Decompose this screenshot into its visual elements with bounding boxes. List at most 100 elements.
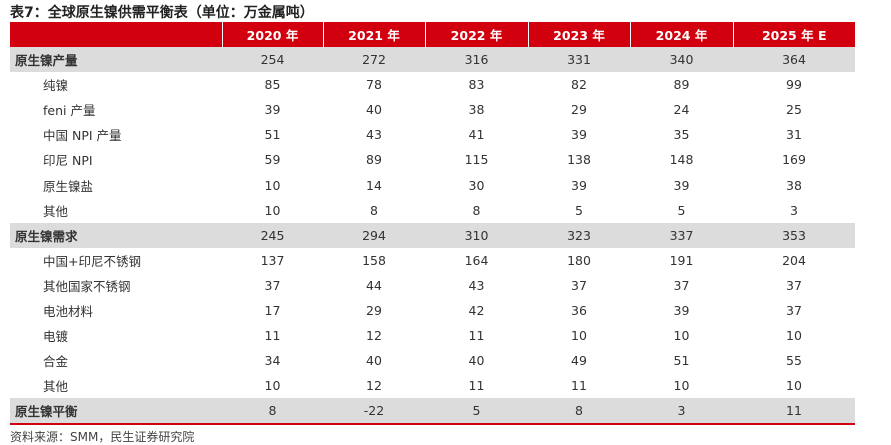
item-row: 纯镍 85 78 83 82 89 99 [10,72,855,97]
row-label: feni 产量 [43,103,96,119]
value-cell: 36 [571,302,587,318]
value-cell: 3 [790,202,798,218]
value-cell: 85 [264,77,281,93]
column-header: 2022 年 [424,22,528,47]
value-cell: 10 [264,177,281,193]
value-cell: 364 [733,47,855,73]
value-cell: 10 [264,378,281,394]
value-cell: 30 [468,177,485,193]
value-cell: 40 [366,102,382,118]
value-cell: 180 [567,252,591,268]
value-cell: 12 [366,328,382,344]
value-cell: 331 [528,47,630,73]
row-label: 中国 NPI 产量 [43,128,122,144]
row-label: 原生镍需求 [10,222,222,248]
value-cell: 49 [571,353,587,369]
row-label: 其他 [43,203,69,219]
value-cell: 11 [733,398,855,426]
value-cell: 39 [571,177,587,193]
value-cell: 316 [425,47,528,73]
value-cell: 353 [733,222,855,248]
item-row: 其他国家不锈钢 37 44 43 37 37 37 [10,273,855,298]
value-cell: 11 [264,328,281,344]
value-cell: 43 [468,277,485,293]
source-note: 资料来源：SMM，民生证券研究院 [10,430,195,444]
value-cell: 44 [366,277,382,293]
value-cell: 245 [222,222,323,248]
value-cell: 42 [468,302,485,318]
value-cell: 10 [264,202,281,218]
value-cell: 37 [673,277,690,293]
value-cell: 29 [571,102,587,118]
value-cell: 148 [669,152,694,168]
value-cell: 5 [677,202,686,218]
value-cell: 37 [571,277,587,293]
value-cell: 89 [673,77,690,93]
section-row: 原生镍需求 245 294 310 323 337 353 [10,222,855,248]
value-cell: 10 [786,378,802,394]
value-cell: 204 [782,252,806,268]
value-cell: 39 [673,302,690,318]
value-cell: 39 [571,127,587,143]
row-label: 电池材料 [43,303,94,319]
item-row: 电镀 11 12 11 10 10 10 [10,323,855,348]
value-cell: 11 [571,378,587,394]
value-cell: 24 [673,102,690,118]
value-cell: 340 [630,47,733,73]
value-cell: 39 [264,102,281,118]
value-cell: 158 [362,252,386,268]
value-cell: 40 [468,353,485,369]
value-cell: 164 [464,252,489,268]
value-cell: 38 [786,177,802,193]
item-row: 原生镍盐 10 14 30 39 39 38 [10,172,855,197]
value-cell: 115 [464,152,489,168]
value-cell: 38 [468,102,485,118]
value-cell: 25 [786,102,802,118]
value-cell: 43 [366,127,382,143]
column-header: 2024 年 [629,22,733,47]
value-cell: 10 [786,328,802,344]
row-label: 纯镍 [43,78,69,94]
value-cell: 17 [264,302,281,318]
value-cell: 11 [468,328,485,344]
table-title: 表7：全球原生镍供需平衡表（单位：万金属吨） [10,5,314,21]
value-cell: 254 [222,47,323,73]
value-cell: 78 [366,77,382,93]
value-cell: 59 [264,152,281,168]
value-cell: 11 [468,378,485,394]
value-cell: 8 [528,398,630,426]
value-cell: 5 [575,202,583,218]
value-cell: 37 [786,277,802,293]
value-cell: 5 [425,398,528,426]
value-cell: 14 [366,177,382,193]
value-cell: 191 [669,252,694,268]
value-cell: 337 [630,222,733,248]
row-label: 原生镍平衡 [10,398,222,426]
value-cell: 99 [786,77,802,93]
value-cell: 323 [528,222,630,248]
item-row: 其他 10 12 11 11 10 10 [10,373,855,398]
value-cell: 3 [630,398,733,426]
column-header: 2020 年 [221,22,323,47]
value-cell: 40 [366,353,382,369]
value-cell: 8 [472,202,481,218]
value-cell: 12 [366,378,382,394]
row-label: 原生镍产量 [10,47,222,73]
value-cell: 82 [571,77,587,93]
item-row: 印尼 NPI 59 89 115 138 148 169 [10,147,855,172]
row-label: 其他国家不锈钢 [43,278,131,294]
value-cell: 8 [222,398,323,426]
value-cell: 137 [260,252,285,268]
value-cell: 10 [673,378,690,394]
value-cell: 138 [567,152,591,168]
row-label: 合金 [43,354,69,370]
value-cell: -22 [323,398,425,426]
value-cell: 35 [673,127,690,143]
value-cell: 29 [366,302,382,318]
row-label: 中国+印尼不锈钢 [43,253,141,269]
value-cell: 169 [782,152,806,168]
item-row: 中国 NPI 产量 51 43 41 39 35 31 [10,122,855,147]
value-cell: 10 [673,328,690,344]
value-cell: 55 [786,353,802,369]
